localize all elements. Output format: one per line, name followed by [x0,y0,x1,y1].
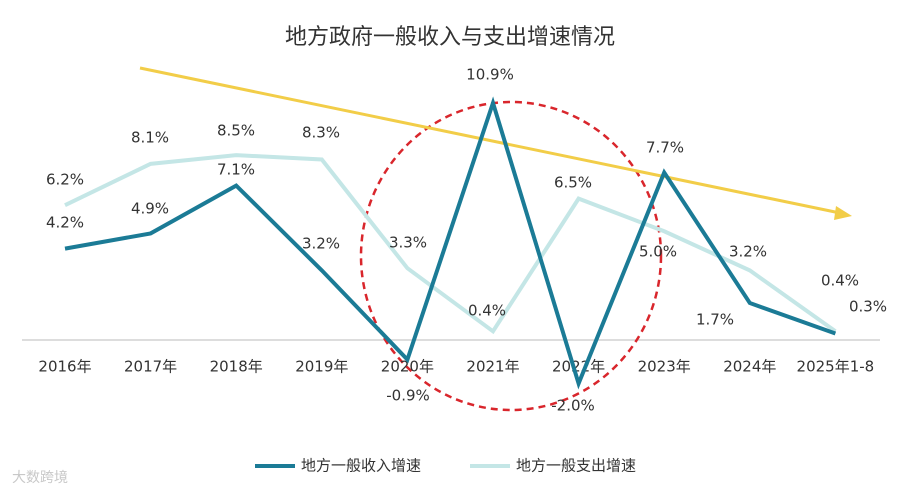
data-label: 0.4% [821,272,859,290]
x-tick-label: 2017年 [124,358,177,376]
data-label: 10.9% [466,66,514,84]
x-tick-label: 2016年 [38,358,91,376]
x-tick-label: 2020年 [381,358,434,376]
chart-title: 地方政府一般收入与支出增速情况 [285,25,615,50]
data-label: 3.3% [389,234,427,252]
data-label: 3.2% [302,235,340,253]
data-label: 8.5% [217,122,255,140]
x-tick-label: 2023年 [638,358,691,376]
data-label: 1.7% [696,311,734,329]
x-tick-label: 2022年 [552,358,605,376]
x-tick-label: 2025年1-8 [797,358,875,376]
data-label: 7.1% [217,161,255,179]
data-label: 6.2% [46,171,84,189]
x-tick-label: 2019年 [295,358,348,376]
data-label: 7.7% [646,139,684,157]
x-tick-label: 2018年 [210,358,263,376]
series-line [64,96,837,390]
data-label: 4.9% [131,200,169,218]
highlight-circle [359,100,663,412]
data-label: 0.4% [468,302,506,320]
data-label: 8.1% [131,129,169,147]
data-label: 5.0% [639,243,677,261]
data-label: 4.2% [46,214,84,232]
trend-arrow [139,66,841,215]
legend-label: 地方一般收入增速 [301,457,421,475]
watermark: 大数跨境 [12,470,68,486]
data-label: 6.5% [554,174,592,192]
data-label: 3.2% [729,243,767,261]
legend-label: 地方一般支出增速 [516,457,636,475]
data-label: -2.0% [551,397,595,415]
series-line [64,153,837,335]
data-label: 0.3% [849,298,887,316]
data-label: 8.3% [302,124,340,142]
data-label: -0.9% [386,387,430,405]
trend-arrow-head [834,206,852,220]
x-tick-label: 2021年 [466,358,519,376]
x-tick-label: 2024年 [723,358,776,376]
